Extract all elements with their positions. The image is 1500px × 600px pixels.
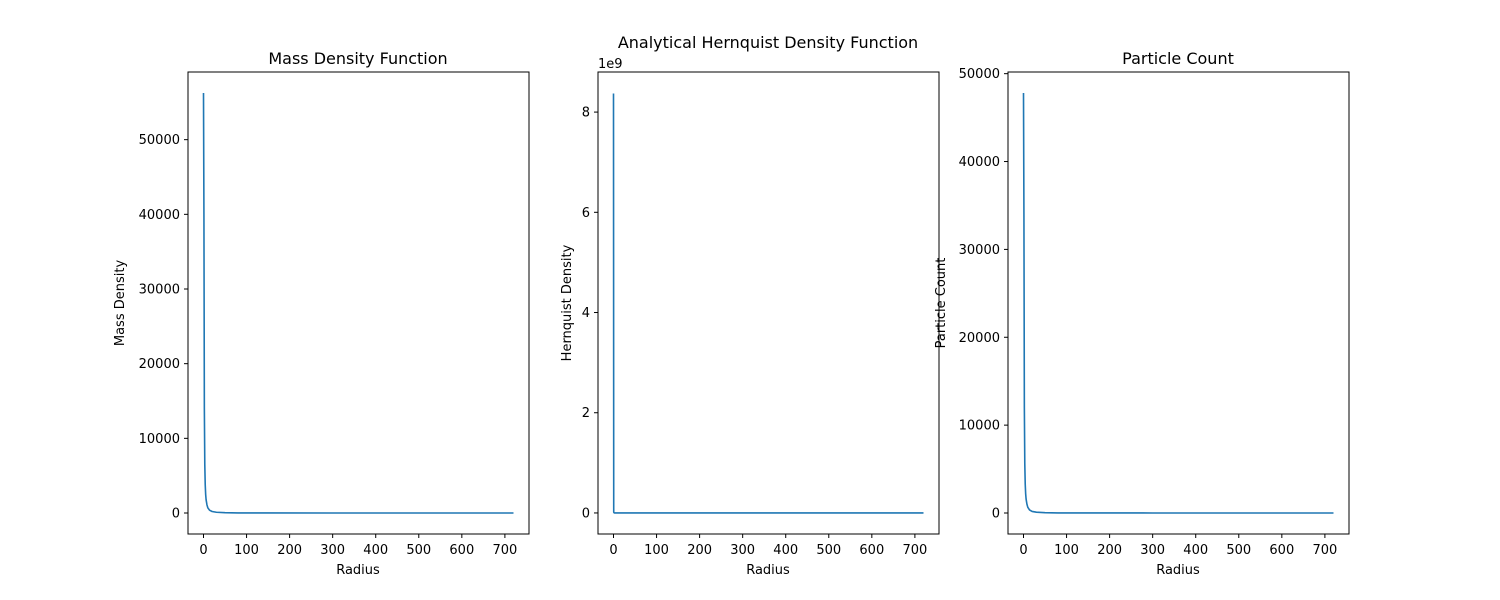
x-tick-label: 100 <box>234 543 259 558</box>
subplot-title: Mass Density Function <box>268 49 447 68</box>
axes-frame <box>187 71 530 535</box>
y-tick-label: 20000 <box>139 357 180 372</box>
plot-area: 0 100 200 300 400 500 600 700 0 10000 20000 30000 40… <box>959 67 1350 558</box>
y-tick-label: 40000 <box>959 155 1000 170</box>
x-tick-label: 300 <box>320 543 345 558</box>
x-tick-label: 500 <box>406 543 431 558</box>
x-tick-label: 100 <box>644 543 669 558</box>
y-tick-label: 0 <box>582 506 590 521</box>
series-line <box>202 92 514 514</box>
x-axis-label: Radius <box>1156 563 1200 578</box>
x-tick-label: 200 <box>1097 543 1122 558</box>
plot-area: 0 100 200 300 400 500 600 700 0 10000 20000 30000 40… <box>139 71 530 558</box>
x-tick-label: 700 <box>492 543 517 558</box>
x-tick-label: 600 <box>1269 543 1294 558</box>
x-tick-label: 200 <box>277 543 302 558</box>
x-tick-label: 300 <box>1140 543 1165 558</box>
axes-frame <box>1007 71 1350 535</box>
y-tick-label: 8 <box>582 106 590 121</box>
x-tick-label: 400 <box>363 543 388 558</box>
subplot-mass-density: Mass Density Function Radius Mass Densit… <box>113 49 530 578</box>
x-tick-label: 600 <box>449 543 474 558</box>
x-tick-label: 0 <box>1019 543 1027 558</box>
y-tick-label: 50000 <box>139 133 180 148</box>
y-tick-label: 4 <box>582 306 590 321</box>
y-tick-label: 50000 <box>959 67 1000 82</box>
x-axis-label: Radius <box>336 563 380 578</box>
x-tick-label: 500 <box>816 543 841 558</box>
y-tick-label: 40000 <box>139 208 180 223</box>
axes-frame <box>597 71 940 535</box>
subplot-title: Analytical Hernquist Density Function <box>618 33 918 52</box>
subplot-hernquist-density: Analytical Hernquist Density Function Ra… <box>560 33 940 578</box>
series-line <box>1022 92 1334 514</box>
y-tick-label: 10000 <box>959 419 1000 434</box>
y-tick-label: 2 <box>582 406 590 421</box>
subplot-particle-count: Particle Count Radius Particle Count 0 10… <box>934 49 1350 578</box>
plot-area: 0 100 200 300 400 500 600 700 0 2 4 6 8 <box>582 71 940 558</box>
y-tick-label: 30000 <box>139 282 180 297</box>
x-tick-label: 200 <box>687 543 712 558</box>
y-tick-label: 20000 <box>959 331 1000 346</box>
y-tick-label: 0 <box>172 507 180 522</box>
x-tick-label: 0 <box>609 543 617 558</box>
offset-text: 1e9 <box>598 57 623 72</box>
subplot-title: Particle Count <box>1122 49 1234 68</box>
y-axis-label: Particle Count <box>934 258 949 349</box>
x-tick-label: 100 <box>1054 543 1079 558</box>
y-tick-label: 30000 <box>959 243 1000 258</box>
x-tick-label: 600 <box>859 543 884 558</box>
x-tick-label: 0 <box>199 543 207 558</box>
y-tick-label: 10000 <box>139 432 180 447</box>
y-axis-label: Hernquist Density <box>560 244 575 361</box>
x-axis-label: Radius <box>746 563 790 578</box>
x-tick-label: 700 <box>1312 543 1337 558</box>
x-tick-label: 700 <box>902 543 927 558</box>
x-tick-label: 400 <box>1183 543 1208 558</box>
y-axis-label: Mass Density <box>113 260 128 347</box>
series-line <box>612 93 924 514</box>
y-tick-label: 6 <box>582 206 590 221</box>
x-tick-label: 300 <box>730 543 755 558</box>
y-tick-label: 0 <box>992 507 1000 522</box>
x-tick-label: 500 <box>1226 543 1251 558</box>
x-tick-label: 400 <box>773 543 798 558</box>
